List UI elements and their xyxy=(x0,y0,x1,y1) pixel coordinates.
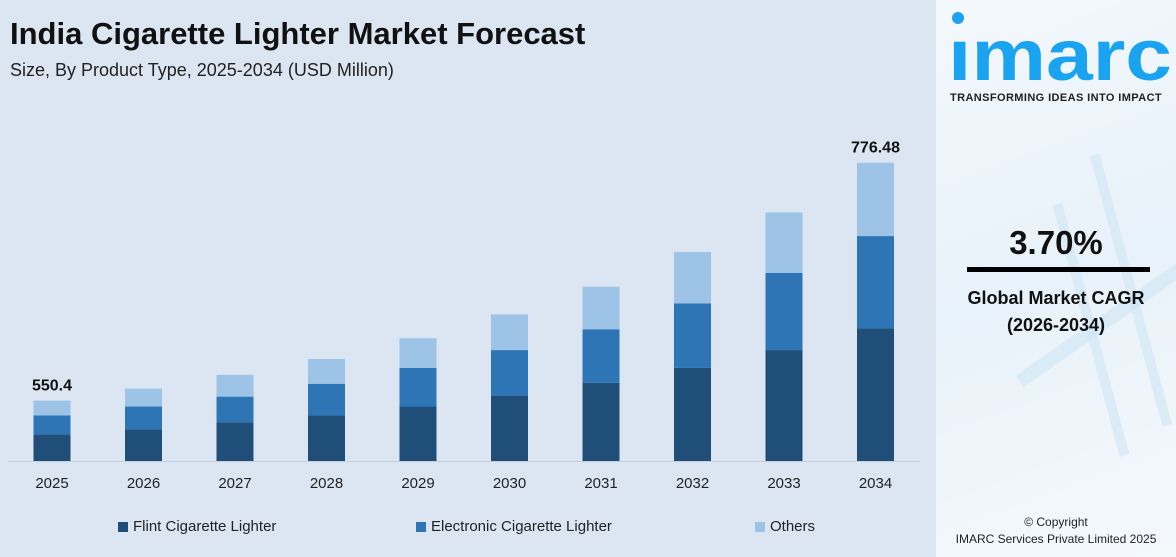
info-panel: ımarc TRANSFORMING IDEAS INTO IMPACT 3.7… xyxy=(936,0,1176,557)
svg-text:ımarc: ımarc xyxy=(948,16,1172,82)
cagr-label-text: Global Market CAGR xyxy=(967,288,1145,308)
legend-item: Others xyxy=(755,518,815,535)
legend-label: Others xyxy=(770,518,816,535)
data-label: 550.4 xyxy=(32,378,72,395)
legend-item: Electronic Cigarette Lighter xyxy=(416,518,612,535)
bar-segment-flint-cigarette-lighter-2025 xyxy=(33,434,71,461)
bar-segment-flint-cigarette-lighter-2031 xyxy=(582,382,620,461)
cagr-label: Global Market CAGR (2026-2034) xyxy=(936,285,1176,339)
bar-segment-others-2031 xyxy=(582,286,620,330)
x-tick-label: 2025 xyxy=(35,475,68,492)
stacked-bar-chart: 2025 550.4 2026 2027 2028 2029 2030 2031 2032 203… xyxy=(8,140,920,492)
bar-segment-electronic-cigarette-lighter-2028 xyxy=(308,383,345,416)
x-tick-label: 2032 xyxy=(676,475,709,492)
bar-segment-others-2033 xyxy=(765,212,803,273)
bar-segment-others-2032 xyxy=(674,251,711,304)
bar-segment-others-2027 xyxy=(216,374,254,397)
legend-item: Flint Cigarette Lighter xyxy=(118,518,276,535)
chart-subtitle: Size, By Product Type, 2025-2034 (USD Mi… xyxy=(10,60,394,80)
x-tick-label: 2030 xyxy=(493,475,526,492)
bar-segment-others-2025 xyxy=(33,400,71,416)
legend-swatch xyxy=(118,521,128,532)
imarc-logo: ımarc xyxy=(948,12,1172,82)
copyright: © Copyright IMARC Services Private Limit… xyxy=(936,514,1176,548)
legend-swatch xyxy=(755,521,765,532)
copyright-text: © Copyright xyxy=(1024,515,1088,529)
bar-segment-others-2034 xyxy=(857,162,894,237)
bar-segment-electronic-cigarette-lighter-2027 xyxy=(216,396,254,423)
bar-segment-others-2026 xyxy=(125,388,162,407)
x-tick-label: 2028 xyxy=(310,475,343,492)
x-tick-label: 2026 xyxy=(127,475,160,492)
cagr-value: 3.70% xyxy=(1009,224,1103,261)
x-tick-label: 2033 xyxy=(767,475,800,492)
bar-segment-electronic-cigarette-lighter-2026 xyxy=(125,406,162,430)
x-tick-label: 2031 xyxy=(584,475,617,492)
bar-segment-flint-cigarette-lighter-2026 xyxy=(125,429,162,461)
bar-segment-flint-cigarette-lighter-2027 xyxy=(216,422,254,461)
bar-segment-flint-cigarette-lighter-2034 xyxy=(857,328,894,461)
bar-segment-electronic-cigarette-lighter-2030 xyxy=(491,350,528,396)
bar-segment-flint-cigarette-lighter-2033 xyxy=(765,350,803,461)
bar-segment-electronic-cigarette-lighter-2034 xyxy=(857,236,894,329)
legend-swatch xyxy=(416,521,426,532)
bar-segment-others-2030 xyxy=(491,314,528,351)
company-name: IMARC Services Private Limited 2025 xyxy=(955,532,1157,546)
data-label: 776.48 xyxy=(851,140,900,157)
x-tick-label: 2034 xyxy=(859,475,892,492)
x-tick-label: 2029 xyxy=(401,475,434,492)
bar-segment-others-2029 xyxy=(399,338,437,368)
legend-label: Flint Cigarette Lighter xyxy=(133,518,277,535)
bar-segment-flint-cigarette-lighter-2028 xyxy=(308,415,345,461)
legend: Flint Cigarette Lighter Electronic Cigare… xyxy=(0,518,936,540)
bar-segment-flint-cigarette-lighter-2029 xyxy=(399,406,437,461)
bar-segment-flint-cigarette-lighter-2030 xyxy=(491,395,528,461)
bar-segment-flint-cigarette-lighter-2032 xyxy=(674,367,711,461)
bar-segment-electronic-cigarette-lighter-2033 xyxy=(765,272,803,351)
bar-segment-electronic-cigarette-lighter-2031 xyxy=(582,329,620,383)
chart-title: India Cigarette Lighter Market Forecast xyxy=(10,16,586,51)
chart-panel: India Cigarette Lighter Market Forecast … xyxy=(0,16,936,540)
bar-segment-electronic-cigarette-lighter-2025 xyxy=(33,415,71,435)
bar-segment-others-2028 xyxy=(308,359,345,384)
x-tick-label: 2027 xyxy=(218,475,251,492)
bar-segment-electronic-cigarette-lighter-2029 xyxy=(399,367,437,407)
legend-label: Electronic Cigarette Lighter xyxy=(431,518,612,535)
bar-segment-electronic-cigarette-lighter-2032 xyxy=(674,303,711,368)
cagr-period: (2026-2034) xyxy=(1006,315,1106,335)
logo-tagline: TRANSFORMING IDEAS INTO IMPACT xyxy=(950,92,1163,104)
divider xyxy=(967,267,1150,272)
